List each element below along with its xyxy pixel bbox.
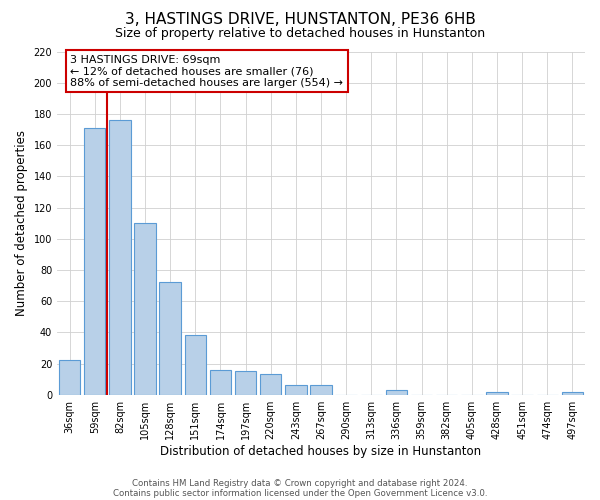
Text: Size of property relative to detached houses in Hunstanton: Size of property relative to detached ho… [115,28,485,40]
Text: Contains HM Land Registry data © Crown copyright and database right 2024.: Contains HM Land Registry data © Crown c… [132,478,468,488]
Bar [386,390,407,394]
Text: Contains public sector information licensed under the Open Government Licence v3: Contains public sector information licen… [113,488,487,498]
Bar [84,128,106,394]
Bar [59,360,80,394]
Text: 3, HASTINGS DRIVE, HUNSTANTON, PE36 6HB: 3, HASTINGS DRIVE, HUNSTANTON, PE36 6HB [125,12,475,28]
Bar [160,282,181,395]
Bar [310,386,332,394]
Text: 3 HASTINGS DRIVE: 69sqm
← 12% of detached houses are smaller (76)
88% of semi-de: 3 HASTINGS DRIVE: 69sqm ← 12% of detache… [70,54,343,88]
Bar [235,372,256,394]
Bar [562,392,583,394]
X-axis label: Distribution of detached houses by size in Hunstanton: Distribution of detached houses by size … [160,444,482,458]
Bar [285,386,307,394]
Bar [260,374,281,394]
Bar [109,120,131,394]
Bar [487,392,508,394]
Y-axis label: Number of detached properties: Number of detached properties [15,130,28,316]
Bar [185,336,206,394]
Bar [210,370,231,394]
Bar [134,223,156,394]
